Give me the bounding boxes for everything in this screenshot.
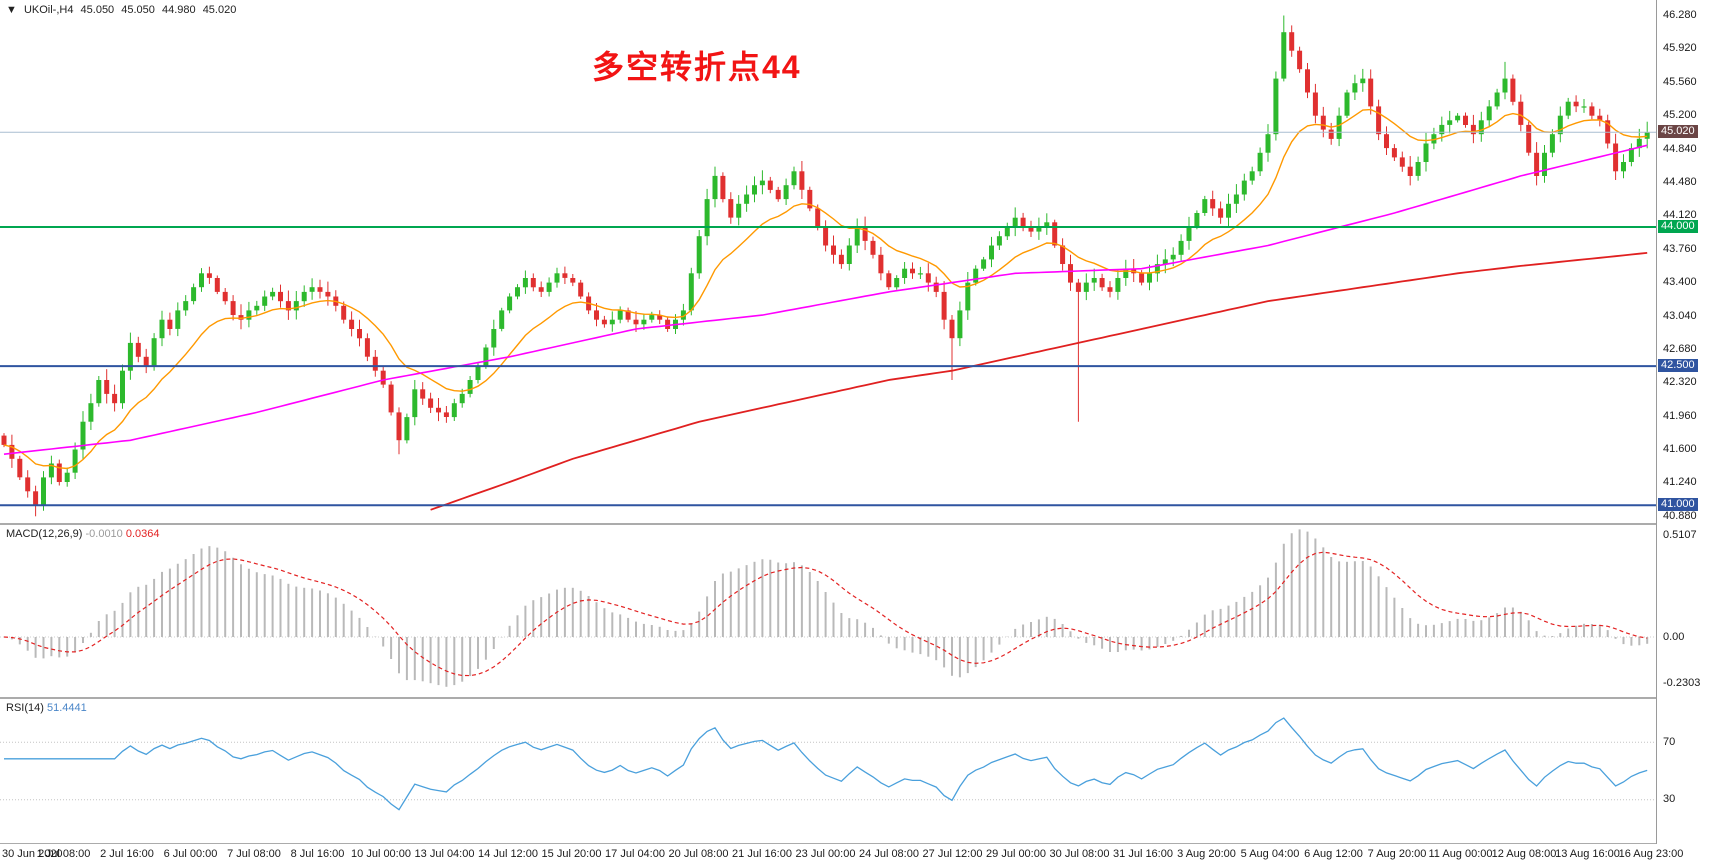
price-tick: 41.600 [1663,443,1697,455]
rsi-scale-label: 30 [1663,793,1676,806]
time-label: 24 Jul 08:00 [859,848,919,860]
time-label: 30 Jul 08:00 [1049,848,1110,860]
time-label: 3 Aug 20:00 [1177,848,1236,860]
time-label: 11 Aug 00:00 [1428,848,1493,860]
rsi-value: 51.4441 [46,702,87,714]
price-tick: 40.880 [1663,509,1697,522]
macd-scale-label: 0.5107 [1663,528,1697,541]
time-label: 12 Aug 08:00 [1491,848,1557,860]
price-tick: 44.840 [1663,142,1697,155]
macd-value: -0.0010 [85,528,123,540]
price-tag-44.000: 44.000 [1658,220,1698,233]
price-tick: 42.680 [1663,342,1697,355]
price-tick: 44.480 [1663,175,1697,188]
time-label: 31 Jul 16:00 [1113,848,1173,860]
rsi-name-label: RSI(14) [6,702,44,714]
price-tick: 41.240 [1663,476,1697,489]
price-tick: 42.320 [1663,376,1697,389]
price-tick: 43.400 [1663,276,1697,289]
time-label: 20 Jul 08:00 [668,848,729,860]
price-tick: 43.760 [1663,242,1697,255]
macd-label: MACD(12,26,9) -0.0010 0.0364 [6,528,160,540]
time-label: 6 Jul 00:00 [163,848,218,860]
time-label: 2 Jul 16:00 [100,848,154,860]
ohlc-info-bar: ▼ UKOil-,H4 45.050 45.050 44.980 45.020 [6,4,240,16]
main-chart-panel[interactable] [0,0,1656,523]
open-value: 45.050 [80,4,115,16]
time-label: 27 Jul 12:00 [922,848,983,860]
time-label: 30 Jun 2020 [2,848,63,860]
time-axis-separator [0,843,1723,844]
price-tag-41.000: 41.000 [1658,498,1698,512]
time-label: 6 Aug 12:00 [1304,848,1363,860]
time-label: 5 Aug 04:00 [1240,848,1300,860]
panel-separator-macd[interactable] [0,523,1723,525]
high-value: 45.050 [121,4,155,16]
price-tick: 46.280 [1663,9,1697,21]
price-tick: 41.960 [1663,409,1697,422]
symbol-period-label: UKOil-,H4 [23,4,74,16]
rsi-line [4,717,1648,811]
time-label: 8 Jul 16:00 [290,848,345,860]
macd-signal-value: 0.0364 [125,528,160,540]
time-label: 7 Jul 08:00 [227,848,281,860]
price-tick: 44.120 [1663,209,1697,222]
time-label: 29 Jul 00:00 [986,848,1046,860]
macd-canvas[interactable] [0,525,1656,697]
time-label: 15 Jul 20:00 [541,848,602,860]
price-tick: 45.920 [1663,42,1697,55]
chart-annotation-text[interactable]: 多空转折点44 [592,49,802,85]
macd-name-label: MACD(12,26,9) [6,528,83,540]
time-label: 10 Jul 00:00 [351,848,411,860]
time-label: 17 Jul 04:00 [605,848,665,860]
time-label: 1 Jul 08:00 [36,848,91,860]
time-axis[interactable]: 30 Jun 2020 1 Jul 08:00 2 Jul 16:00 6 Jul 0… [0,844,1723,865]
low-value: 44.980 [161,4,196,16]
macd-signal-line [3,551,1648,677]
price-tick: 43.040 [1663,309,1697,322]
rsi-label: RSI(14) 51.4441 [6,702,87,714]
rsi-scale-label: 70 [1663,735,1676,748]
ma-fast-line [3,108,1648,470]
time-label: 23 Jul 00:00 [795,848,856,860]
price-tick: 45.560 [1663,75,1697,88]
rsi-panel[interactable] [0,699,1656,843]
price-tick: 45.200 [1663,109,1697,122]
rsi-canvas[interactable] [0,699,1656,843]
macd-scale-label: -0.2303 [1663,676,1701,689]
panel-separator-rsi[interactable] [0,697,1723,699]
time-label: 7 Aug 20:00 [1367,848,1427,860]
time-label: 16 Aug 23:00 [1618,848,1684,860]
macd-scale-label: 0.00 [1663,630,1685,643]
price-tag-45.020: 45.020 [1658,125,1698,139]
macd-panel[interactable] [0,525,1656,697]
time-label: 14 Jul 12:00 [478,848,538,860]
ma-slow-line [430,252,1648,511]
time-label: 13 Aug 16:00 [1555,848,1620,860]
ma-mid-line [3,144,1648,455]
time-label: 21 Jul 16:00 [732,848,792,860]
close-value: 45.020 [202,4,237,16]
main-chart-canvas[interactable] [0,0,1656,523]
price-axis[interactable]: 46.280 45.920 45.560 45.200 44.840 44.480 44.1… [1656,0,1723,844]
time-label: 13 Jul 04:00 [414,848,475,860]
price-tag-42.500: 42.500 [1658,359,1698,373]
collapse-ohlc-icon[interactable]: ▼ [6,4,17,16]
